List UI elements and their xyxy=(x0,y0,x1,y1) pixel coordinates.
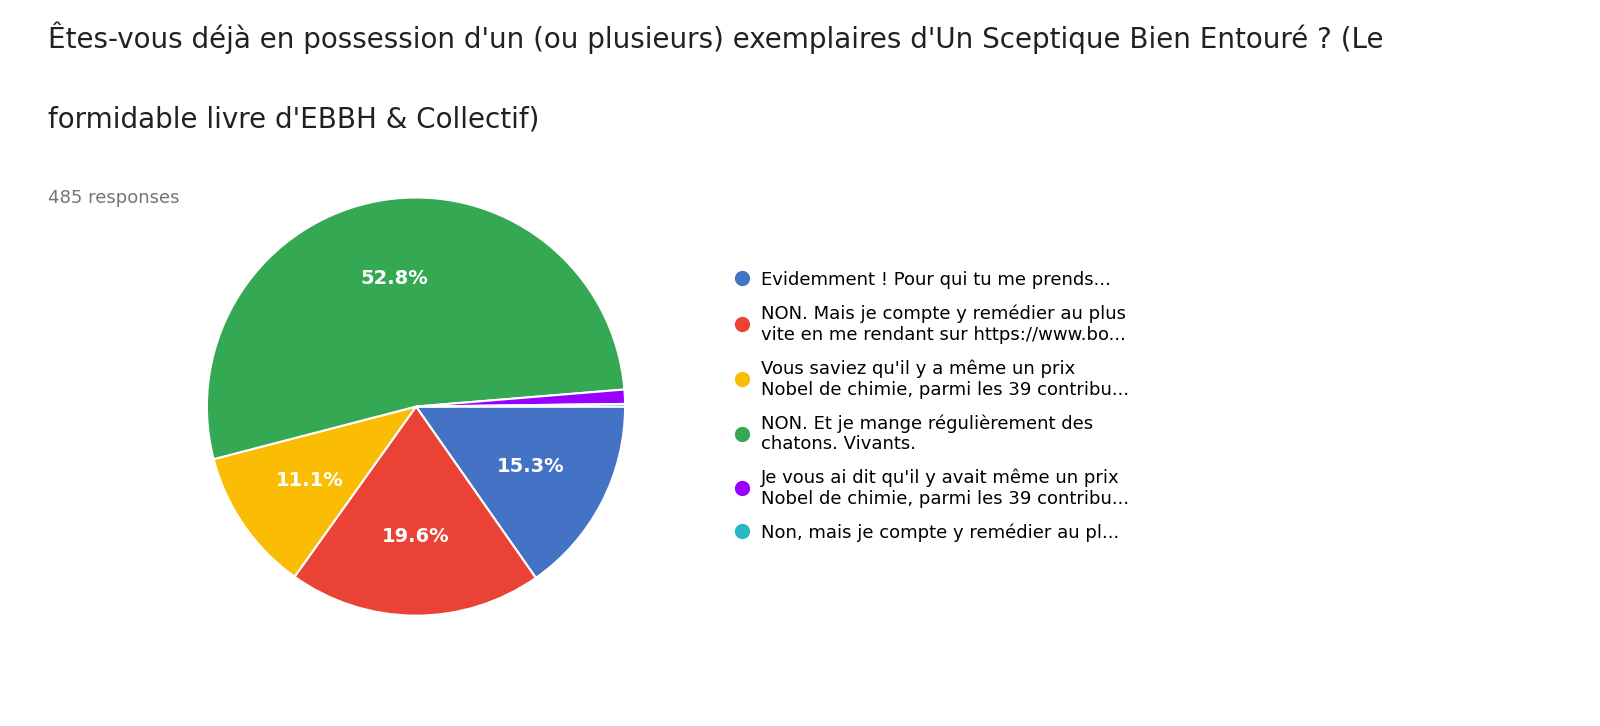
Text: 15.3%: 15.3% xyxy=(498,457,565,476)
Text: formidable livre d'EBBH & Collectif): formidable livre d'EBBH & Collectif) xyxy=(48,105,539,134)
Wedge shape xyxy=(206,197,624,459)
Legend: Evidemment ! Pour qui tu me prends..., NON. Mais je compte y remédier au plus
vi: Evidemment ! Pour qui tu me prends..., N… xyxy=(728,262,1138,551)
Text: Êtes-vous déjà en possession d'un (ou plusieurs) exemplaires d'Un Sceptique Bien: Êtes-vous déjà en possession d'un (ou pl… xyxy=(48,22,1384,54)
Wedge shape xyxy=(416,407,626,578)
Text: 52.8%: 52.8% xyxy=(360,269,429,288)
Wedge shape xyxy=(416,390,626,407)
Text: 485 responses: 485 responses xyxy=(48,189,179,207)
Wedge shape xyxy=(214,407,416,576)
Wedge shape xyxy=(294,407,536,616)
Text: 19.6%: 19.6% xyxy=(381,526,450,546)
Text: 11.1%: 11.1% xyxy=(275,470,342,489)
Wedge shape xyxy=(416,404,626,407)
